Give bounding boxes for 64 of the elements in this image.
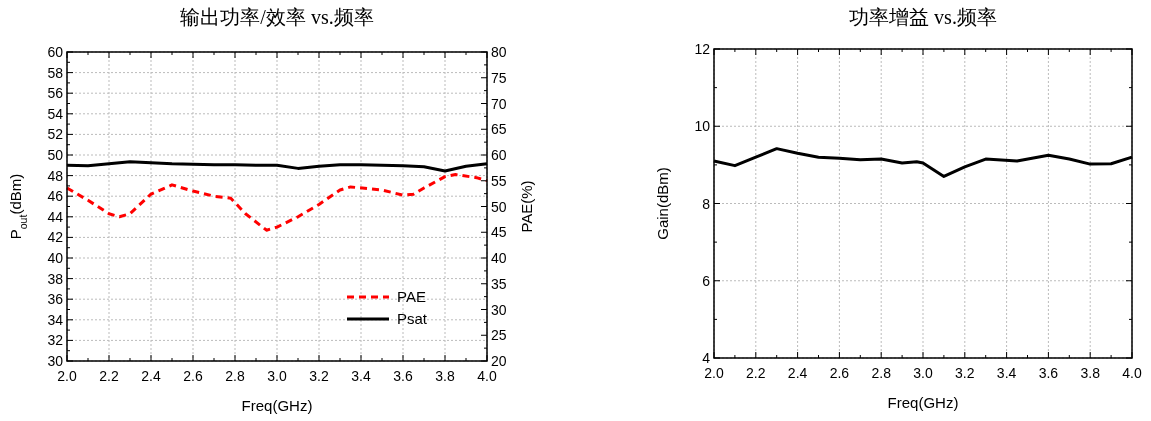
x-tick-label: 3.6 [393,368,413,384]
y-tick-label: 56 [47,85,64,102]
y2-tick-label: 80 [491,44,507,60]
y2-tick-label: 40 [491,250,507,266]
y2-tick-label: 50 [491,198,507,215]
x-tick-label: 3.0 [267,368,287,384]
y-tick-label: 8 [702,195,711,212]
y-tick-label: 6 [702,272,711,289]
x-axis-title: Freq(GHz) [241,397,313,414]
legend-label: Psat [397,310,428,327]
x-tick-label: 4.0 [1122,365,1142,381]
y-tick-label: 54 [47,105,64,122]
x-tick-label: 2.0 [704,365,724,381]
x-tick-label: 2.2 [99,368,119,384]
y2-tick-label: 20 [491,353,507,369]
y-tick-label: 40 [47,250,64,266]
y-tick-label: 4 [702,350,711,366]
x-tick-label: 2.4 [787,365,808,381]
y-tick-label: 30 [47,353,64,369]
y-tick-label: 58 [47,64,64,81]
x-tick-label: 4.0 [477,368,497,384]
y2-axis-title: PAE(%) [518,180,535,233]
y-axis-title: Gain(dBm) [654,167,671,240]
y2-tick-label: 45 [491,224,507,241]
x-axis-title: Freq(GHz) [887,394,959,411]
y2-tick-label: 60 [491,147,507,163]
x-tick-label: 2.8 [871,365,892,381]
x-tick-label: 3.8 [1080,365,1101,381]
y-tick-label: 10 [694,118,711,135]
x-tick-label: 2.2 [746,365,766,381]
y-tick-label: 46 [47,188,64,205]
x-tick-label: 2.4 [141,368,161,384]
x-tick-label: 3.2 [309,368,329,384]
x-tick-label: 3.4 [996,365,1017,381]
x-tick-label: 2.8 [225,368,245,384]
y2-tick-label: 75 [491,69,507,86]
x-tick-label: 3.0 [913,365,933,381]
y2-tick-label: 35 [491,275,507,292]
x-tick-label: 3.8 [435,368,455,384]
y-tick-label: 36 [47,291,64,308]
chart-title: 功率增益 vs.频率 [849,6,997,28]
y2-tick-label: 65 [491,121,507,138]
x-tick-label: 2.0 [57,368,77,384]
y-tick-label: 50 [47,147,64,163]
y2-tick-label: 30 [491,301,507,318]
y2-tick-label: 25 [491,327,507,344]
x-tick-label: 2.6 [183,368,203,384]
y-tick-label: 60 [47,44,64,60]
y-tick-label: 52 [47,126,64,143]
x-tick-label: 3.2 [955,365,975,381]
y-tick-label: 12 [694,41,711,57]
x-tick-label: 2.6 [829,365,850,381]
y-tick-label: 42 [47,229,64,246]
legend-label: PAE [397,288,426,305]
y-tick-label: 38 [47,270,64,287]
y2-tick-label: 70 [491,95,507,112]
y-tick-label: 34 [47,311,64,328]
x-tick-label: 3.4 [351,368,371,384]
y2-tick-label: 55 [491,172,507,189]
chart-title: 输出功率/效率 vs.频率 [180,6,374,28]
x-tick-label: 3.6 [1038,365,1059,381]
y-tick-label: 44 [47,208,64,225]
y-tick-label: 48 [47,167,64,184]
y-tick-label: 32 [47,332,64,349]
